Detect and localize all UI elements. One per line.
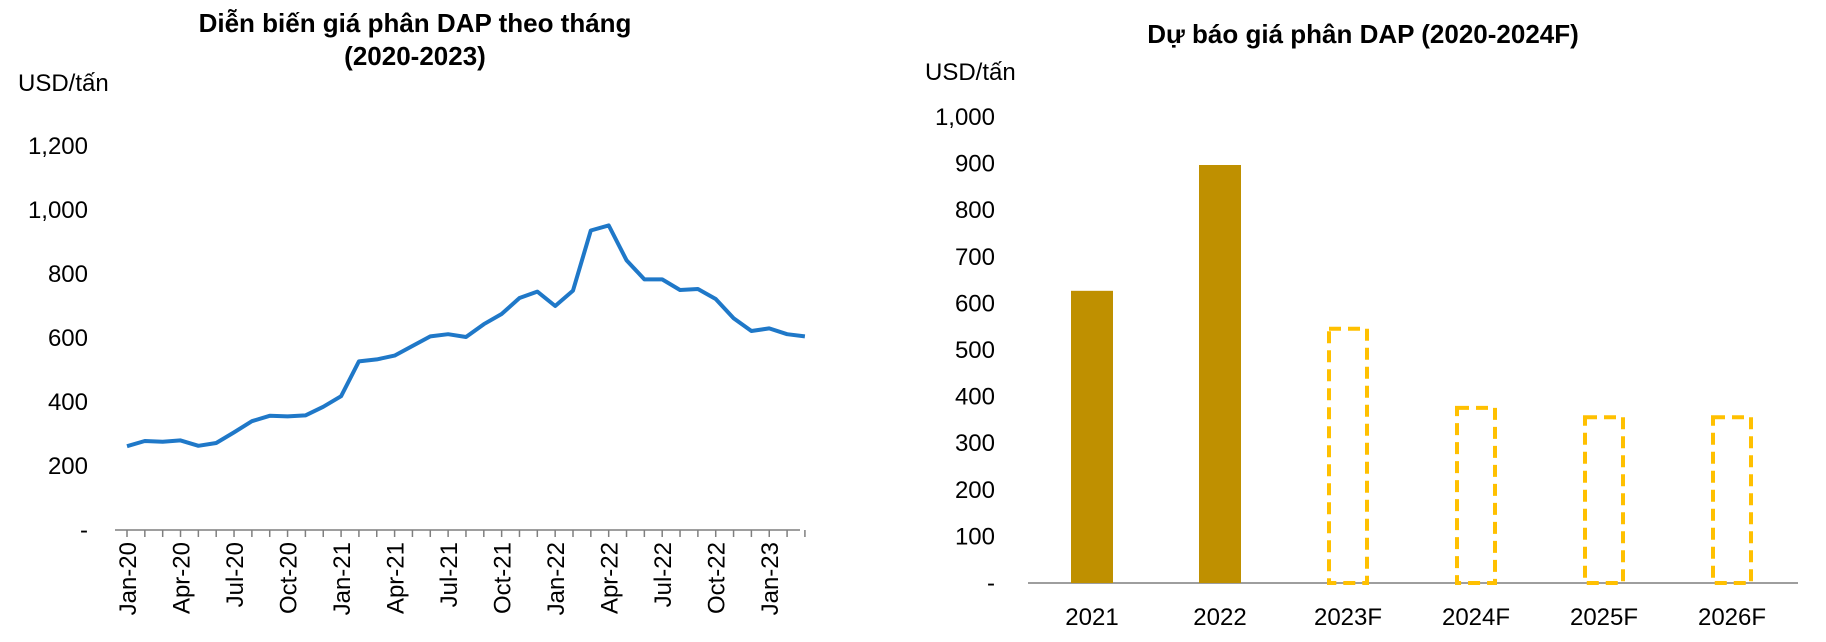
line-chart: Diễn biến giá phân DAP theo tháng (2020-…: [18, 8, 806, 615]
bar-actual-2022: [1199, 164, 1241, 584]
bar-forecast-2026F: [1711, 415, 1753, 585]
bar-chart-y-tick-label: 700: [955, 244, 995, 271]
line-chart-x-tick-label: Oct-21: [490, 542, 517, 614]
bar-chart-x-label: 2026F: [1698, 604, 1766, 631]
line-chart-y-ticks: - 200 400 600 800 1,000 1,200: [28, 133, 88, 544]
line-chart-y-tick-label: 600: [48, 325, 88, 352]
bar-chart-y-tick-label: 500: [955, 337, 995, 364]
bar-forecast-2024F: [1455, 405, 1497, 586]
line-chart-x-tick-label: Jan-21: [329, 542, 356, 615]
line-series-dap-price: [126, 223, 806, 449]
line-chart-x-ticks: Jan-20 Apr-20 Jul-20 Oct-20 Jan-21 Apr-21 Jul-…: [115, 530, 806, 615]
line-chart-x-tick-label: Apr-21: [383, 542, 410, 614]
bar-chart-y-tick-label: 200: [955, 477, 995, 504]
bar-chart-bars: [1071, 164, 1753, 586]
bar-chart-y-tick-label: 600: [955, 290, 995, 317]
bar-chart-y-tick-label: 1,000: [935, 104, 995, 131]
line-chart-y-tick-label: -: [80, 517, 88, 544]
line-chart-y-tick-label: 800: [48, 261, 88, 288]
line-chart-x-tick-label: Apr-22: [597, 542, 624, 614]
line-chart-y-tick-label: 200: [48, 453, 88, 480]
line-chart-x-tick-label: Jan-22: [543, 542, 570, 615]
line-chart-title-1: Diễn biến giá phân DAP theo tháng: [199, 8, 632, 38]
bar-chart-x-label: 2024F: [1442, 604, 1510, 631]
line-chart-x-tick-label: Jul-20: [222, 542, 249, 607]
bar-chart-y-unit: USD/tấn: [925, 59, 1016, 86]
line-chart-title-2: (2020-2023): [344, 41, 486, 71]
bar-chart-y-tick-label: 300: [955, 430, 995, 457]
bar-forecast-2023F: [1327, 326, 1369, 586]
bar-forecast-2025F: [1583, 415, 1625, 585]
line-chart-y-tick-label: 1,000: [28, 197, 88, 224]
bar-chart-x-label: 2023F: [1314, 604, 1382, 631]
bar-chart-y-tick-label: 400: [955, 384, 995, 411]
bar-chart-title: Dự báo giá phân DAP (2020-2024F): [1147, 19, 1579, 49]
bar-chart-y-tick-label: 800: [955, 197, 995, 224]
bar-actual-2021: [1071, 290, 1113, 583]
bar-chart-y-tick-label: 900: [955, 151, 995, 178]
bar-chart: Dự báo giá phân DAP (2020-2024F) USD/tấn…: [925, 19, 1798, 631]
bar-chart-y-tick-label: 100: [955, 523, 995, 550]
line-chart-x-tick-label: Apr-20: [169, 542, 196, 614]
bar-chart-y-tick-label: -: [987, 570, 995, 597]
bar-chart-y-ticks: - 100 200 300 400 500 600 700 800 900 1,000: [935, 104, 995, 597]
line-chart-x-tick-label: Jul-22: [650, 542, 677, 607]
line-chart-x-tick-label: Jan-23: [757, 542, 784, 615]
line-chart-y-tick-label: 1,200: [28, 133, 88, 160]
bar-chart-x-label: 2025F: [1570, 604, 1638, 631]
line-chart-y-tick-label: 400: [48, 389, 88, 416]
bar-chart-x-label: 2022: [1193, 604, 1246, 631]
line-chart-y-unit: USD/tấn: [18, 70, 109, 97]
line-chart-x-tick-label: Jul-21: [436, 542, 463, 607]
line-chart-x-tick-label: Oct-22: [704, 542, 731, 614]
bar-chart-x-labels: 2021 2022 2023F 2024F 2025F 2026F: [1065, 604, 1766, 631]
bar-chart-x-label: 2021: [1065, 604, 1118, 631]
line-chart-x-tick-label: Oct-20: [276, 542, 303, 614]
line-chart-x-tick-label: Jan-20: [115, 542, 142, 615]
